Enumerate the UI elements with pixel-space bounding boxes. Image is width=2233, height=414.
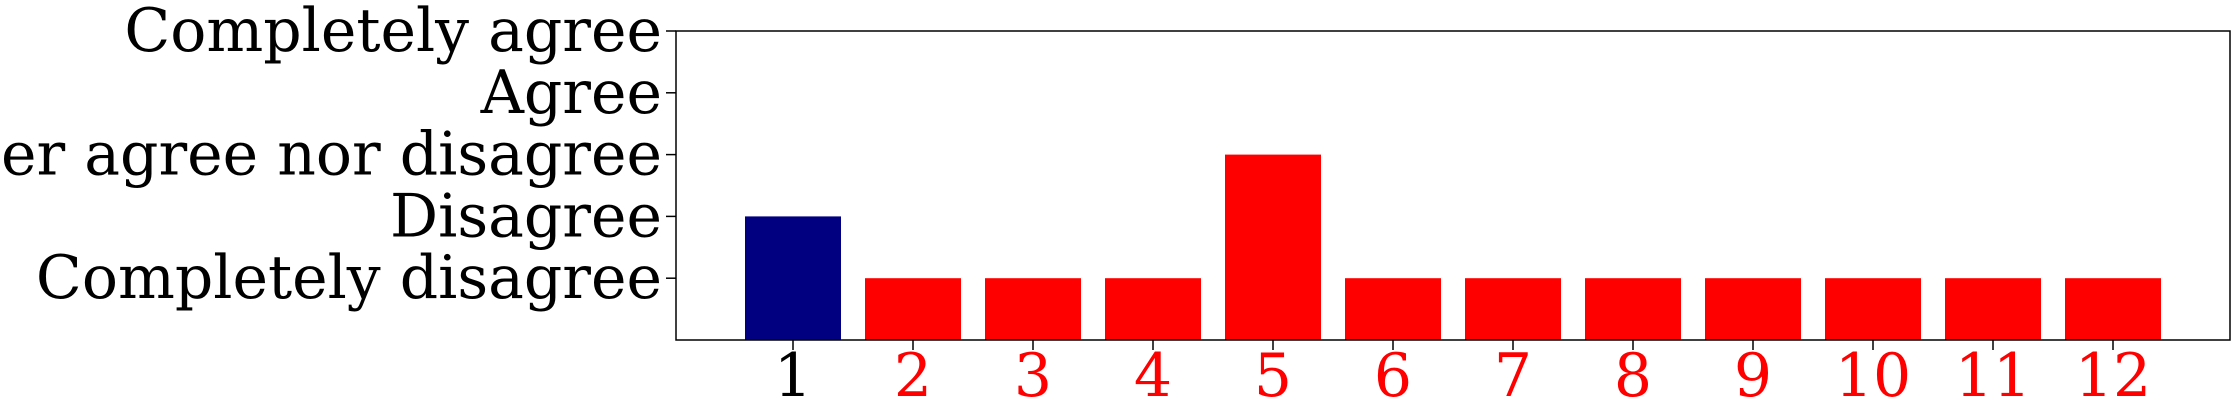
- bar-7: [1465, 278, 1561, 340]
- x-axis: 1 2 3 4 5 6 7 8 9 10 11 12: [774, 340, 2151, 411]
- x-tick-label: 4: [1134, 341, 1172, 411]
- x-tick-label: 11: [1955, 341, 2031, 411]
- x-tick-label: 5: [1254, 341, 1292, 411]
- bar-6: [1345, 278, 1441, 340]
- x-tick-label: 12: [2075, 341, 2151, 411]
- x-tick-label: 1: [774, 341, 812, 411]
- bar-9: [1705, 278, 1801, 340]
- x-tick-label: 6: [1374, 341, 1412, 411]
- bar-2: [865, 278, 961, 340]
- bar-3: [985, 278, 1081, 340]
- y-tick-label: Agree: [480, 58, 662, 128]
- y-tick-label: Completely agree: [124, 0, 662, 66]
- bars-group: [745, 154, 2161, 340]
- bar-12: [2065, 278, 2161, 340]
- y-axis: Completely disagreeDisagreeNeither agree…: [0, 0, 676, 313]
- bar-10: [1825, 278, 1921, 340]
- y-tick-label: Completely disagree: [36, 243, 662, 313]
- x-tick-label: 2: [894, 341, 932, 411]
- x-tick-label: 9: [1734, 341, 1772, 411]
- plot-frame: [675, 30, 2231, 341]
- y-tick-label: Disagree: [390, 181, 662, 251]
- bar-11: [1945, 278, 2041, 340]
- bar-4: [1105, 278, 1201, 340]
- x-tick-label: 10: [1835, 341, 1911, 411]
- x-tick-label: 8: [1614, 341, 1652, 411]
- y-tick-label: Neither agree nor disagree: [0, 120, 662, 190]
- x-tick-label: 7: [1494, 341, 1532, 411]
- x-tick-label: 3: [1014, 341, 1052, 411]
- bar-5: [1225, 154, 1321, 340]
- bar-1: [745, 216, 841, 340]
- bar-8: [1585, 278, 1681, 340]
